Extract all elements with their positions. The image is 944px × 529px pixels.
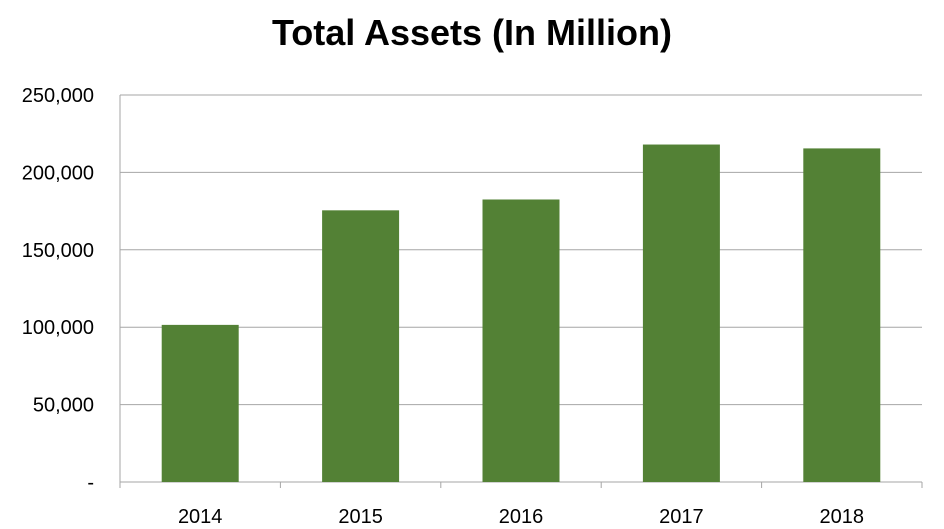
- x-tick-label: 2014: [178, 506, 223, 528]
- bar-2017: [642, 144, 720, 482]
- bars: [161, 144, 881, 483]
- x-tick-label: 2018: [820, 506, 865, 528]
- x-tick-label: 2015: [338, 506, 383, 528]
- y-tick-label: 100,000: [22, 317, 94, 339]
- y-axis: - 50,000 100,000 150,000 200,000 250,000: [22, 85, 121, 494]
- y-tick-label: 200,000: [22, 162, 94, 184]
- bar-2015: [322, 210, 400, 483]
- bar-2016: [482, 199, 560, 483]
- x-axis: 2014 2015 2016 2017 2018: [119, 482, 923, 528]
- bar-2014: [161, 324, 239, 482]
- x-tick-label: 2016: [499, 506, 544, 528]
- y-tick-label: 250,000: [22, 85, 94, 107]
- x-tick-label: 2017: [659, 506, 704, 528]
- chart-title: Total Assets (In Million): [271, 12, 672, 53]
- y-tick-label: 50,000: [33, 395, 94, 417]
- y-tick-label: -: [87, 472, 94, 494]
- bar-2018: [803, 148, 881, 482]
- y-tick-label: 150,000: [22, 240, 94, 262]
